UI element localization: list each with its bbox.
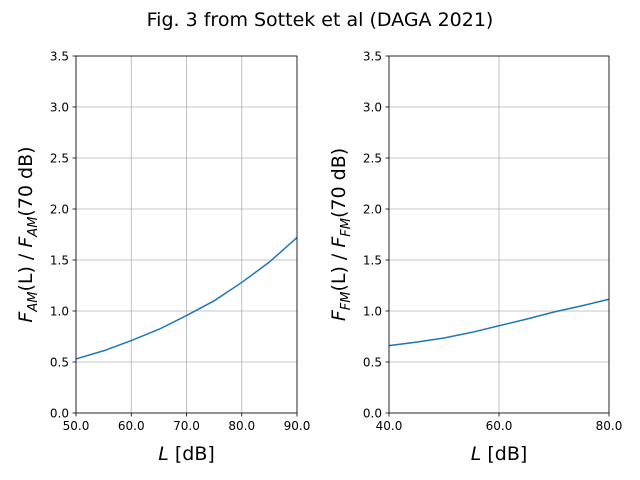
figure-title: Fig. 3 from Sottek et al (DAGA 2021) bbox=[147, 9, 494, 31]
left-y-tick-label-1: 0.5 bbox=[50, 355, 69, 369]
left-y-tick-label-7: 3.5 bbox=[50, 49, 69, 63]
left-x-tick-label-4: 90.0 bbox=[284, 419, 311, 433]
right-y-tick-label-5: 2.5 bbox=[363, 151, 382, 165]
left-y-tick-label-0: 0.0 bbox=[50, 406, 69, 420]
left-y-tick-label-3: 1.5 bbox=[50, 253, 69, 267]
left-y-axis-label: FAM(L) / FAM(70 dB) bbox=[15, 146, 41, 322]
left-y-tick-label-2: 1.0 bbox=[50, 304, 69, 318]
left-x-tick-label-2: 70.0 bbox=[173, 419, 200, 433]
right-series-line-0 bbox=[388, 298, 610, 347]
left-y-tick-label-4: 2.0 bbox=[50, 202, 69, 216]
left-x-tick-label-1: 60.0 bbox=[118, 419, 145, 433]
right-y-axis-label: FFM(L) / FFM(70 dB) bbox=[328, 148, 354, 321]
right-y-tick-label-4: 2.0 bbox=[363, 202, 382, 216]
right-y-tick-label-7: 3.5 bbox=[363, 49, 382, 63]
right-y-tick-label-2: 1.0 bbox=[363, 304, 382, 318]
right-y-tick-label-1: 0.5 bbox=[363, 355, 382, 369]
right-y-tick-label-3: 1.5 bbox=[363, 253, 382, 267]
right-x-tick-label-1: 60.0 bbox=[486, 419, 513, 433]
right-y-tick-label-0: 0.0 bbox=[363, 406, 382, 420]
right-x-axis-label: L [dB] bbox=[471, 443, 528, 465]
left-y-tick-label-5: 2.5 bbox=[50, 151, 69, 165]
left-panel-am: 50.0 60.0 70.0 80.0 90.0 0.0 0.5 1.0 1.5 2.0 2.5 3.… bbox=[15, 49, 310, 465]
right-panel-fm: 40.0 60.0 80.0 0.0 0.5 1.0 1.5 2.0 2.5 3.0 3.5 L [d… bbox=[328, 49, 622, 465]
right-x-tick-label-2: 80.0 bbox=[596, 419, 623, 433]
left-x-tick-label-3: 80.0 bbox=[228, 419, 255, 433]
left-y-tick-label-6: 3.0 bbox=[50, 100, 69, 114]
left-x-axis-label: L [dB] bbox=[158, 443, 215, 465]
left-x-tick-label-0: 50.0 bbox=[63, 419, 90, 433]
left-series-line-0 bbox=[75, 236, 298, 360]
right-x-tick-label-0: 40.0 bbox=[376, 419, 403, 433]
right-y-tick-label-6: 3.0 bbox=[363, 100, 382, 114]
